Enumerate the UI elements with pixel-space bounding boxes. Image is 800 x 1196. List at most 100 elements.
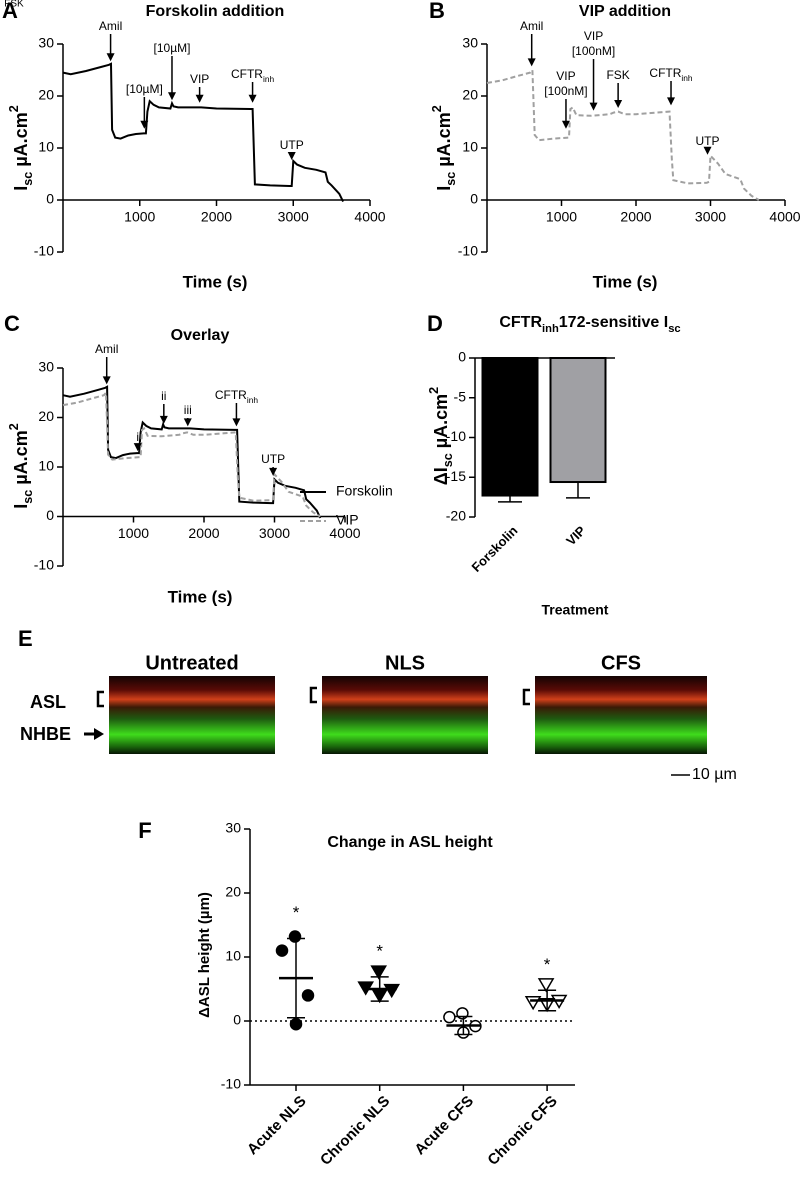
y-axis-label-part: sc (441, 453, 455, 467)
x-tick-label: 1000 (546, 209, 577, 225)
annotation-part: inh (681, 73, 693, 83)
micrograph (109, 676, 275, 754)
legend-label: VIP (336, 512, 359, 528)
y-tick-label: 20 (38, 87, 54, 103)
y-axis-label-part: µA.cm (431, 394, 451, 453)
y-tick-label: 10 (225, 948, 241, 964)
annotation: i (136, 430, 139, 444)
chart-title: Overlay (171, 327, 230, 344)
y-tick-label: -15 (446, 468, 466, 484)
arrow-head (614, 100, 623, 108)
panel-label: C (4, 311, 20, 336)
significance-mark: * (293, 903, 300, 922)
y-tick-label: 30 (225, 820, 241, 836)
y-tick-label: -5 (454, 388, 467, 404)
x-tick-label: 4000 (769, 209, 800, 225)
panel-label: F (138, 818, 151, 843)
arrow-head (195, 94, 204, 103)
annotation: [100nM] (572, 44, 615, 58)
chart-title: Forskolin addition (146, 3, 285, 20)
chart-title-part: inh (542, 323, 559, 335)
arrow-head (183, 418, 192, 427)
panel-label: D (427, 311, 443, 336)
chart-title-part: sc (668, 323, 680, 335)
annotation: Amil (95, 342, 118, 356)
y-tick-label: 10 (38, 458, 54, 474)
annotation: UTP (280, 138, 304, 152)
data-line (62, 62, 344, 203)
chart-title-part: CFTR (499, 314, 542, 331)
x-tick-label: 2000 (620, 209, 651, 225)
data-point (288, 930, 302, 943)
significance-mark: * (544, 955, 551, 974)
annotation-part: CFTR (231, 67, 263, 81)
x-tick-label: 1000 (118, 525, 149, 541)
arrow (94, 728, 104, 740)
panel-label: E (18, 626, 33, 651)
y-tick-label: -10 (34, 557, 54, 573)
x-tick-label: 4000 (329, 525, 360, 541)
annotation: VIP (556, 69, 575, 83)
data-point (383, 983, 401, 999)
y-axis-label-part: sc (21, 172, 35, 186)
image-label: ASL (30, 692, 66, 712)
y-axis-label-part: sc (21, 490, 35, 504)
annotation-part: CFTR (649, 66, 681, 80)
panel-label: A (2, 0, 18, 23)
y-axis-label: Isc µA.cm2 (7, 423, 35, 508)
y-axis-label-part: I (11, 186, 31, 191)
y-tick-label: 20 (38, 408, 54, 424)
annotation: FSK (606, 68, 629, 82)
y-axis-label-part: 2 (430, 105, 444, 112)
data-line (486, 67, 760, 201)
y-axis-label-part: 2 (7, 423, 21, 430)
arrow-head (561, 120, 570, 129)
data-line (62, 390, 321, 518)
annotation-part: CFTR (215, 388, 247, 402)
micrograph (322, 676, 488, 754)
y-tick-label: 30 (38, 35, 54, 51)
x-tick-label: 1000 (124, 209, 155, 225)
annotation-part: inh (247, 395, 259, 405)
panel-e: E Untreated NLS CFS ASL NHBE 10 µm (18, 626, 737, 783)
image-title: Untreated (145, 652, 238, 674)
arrow-head (269, 467, 278, 476)
y-tick-label: 10 (462, 139, 478, 155)
y-axis-label-part: sc (444, 172, 458, 186)
x-tick-label: 3000 (259, 525, 290, 541)
arrow-head (106, 53, 115, 62)
x-tick-label: Acute CFS (411, 1093, 477, 1159)
y-tick-label: 30 (462, 35, 478, 51)
y-tick-label: 10 (38, 139, 54, 155)
chart-title: VIP addition (579, 3, 671, 20)
arrow-head (232, 418, 241, 427)
annotation: CFTRinh (649, 66, 693, 83)
y-tick-label: 0 (46, 507, 54, 523)
arrow-head (133, 443, 142, 452)
annotation: ii (161, 389, 166, 403)
y-tick-label: 20 (225, 884, 241, 900)
chart-title: CFTRinh172-sensitive Isc (499, 314, 680, 335)
y-tick-label: 0 (458, 349, 466, 365)
y-axis-label-part: µA.cm (11, 430, 31, 489)
x-tick-label: Chronic CFS (484, 1093, 560, 1169)
y-axis-label-part: 2 (7, 105, 21, 112)
annotation-part: inh (263, 74, 275, 84)
y-tick-label: -20 (446, 508, 466, 524)
bar (549, 357, 607, 484)
arrow-head (167, 92, 176, 101)
y-axis-label: ΔASL height (µm) (196, 892, 213, 1018)
y-tick-label: 20 (462, 87, 478, 103)
annotation: [10µM] (154, 41, 191, 55)
arrow-head (140, 120, 149, 129)
image-title: CFS (601, 652, 641, 674)
data-point (275, 944, 289, 957)
y-tick-label: 30 (38, 359, 54, 375)
arrow-head (102, 376, 111, 385)
y-axis-label-part: I (434, 186, 454, 191)
annotation: [100nM] (544, 84, 587, 98)
y-axis-label-part: 2 (427, 387, 441, 394)
arrow-head (703, 146, 712, 155)
data-point (537, 978, 555, 993)
annotation: UTP (696, 134, 720, 148)
